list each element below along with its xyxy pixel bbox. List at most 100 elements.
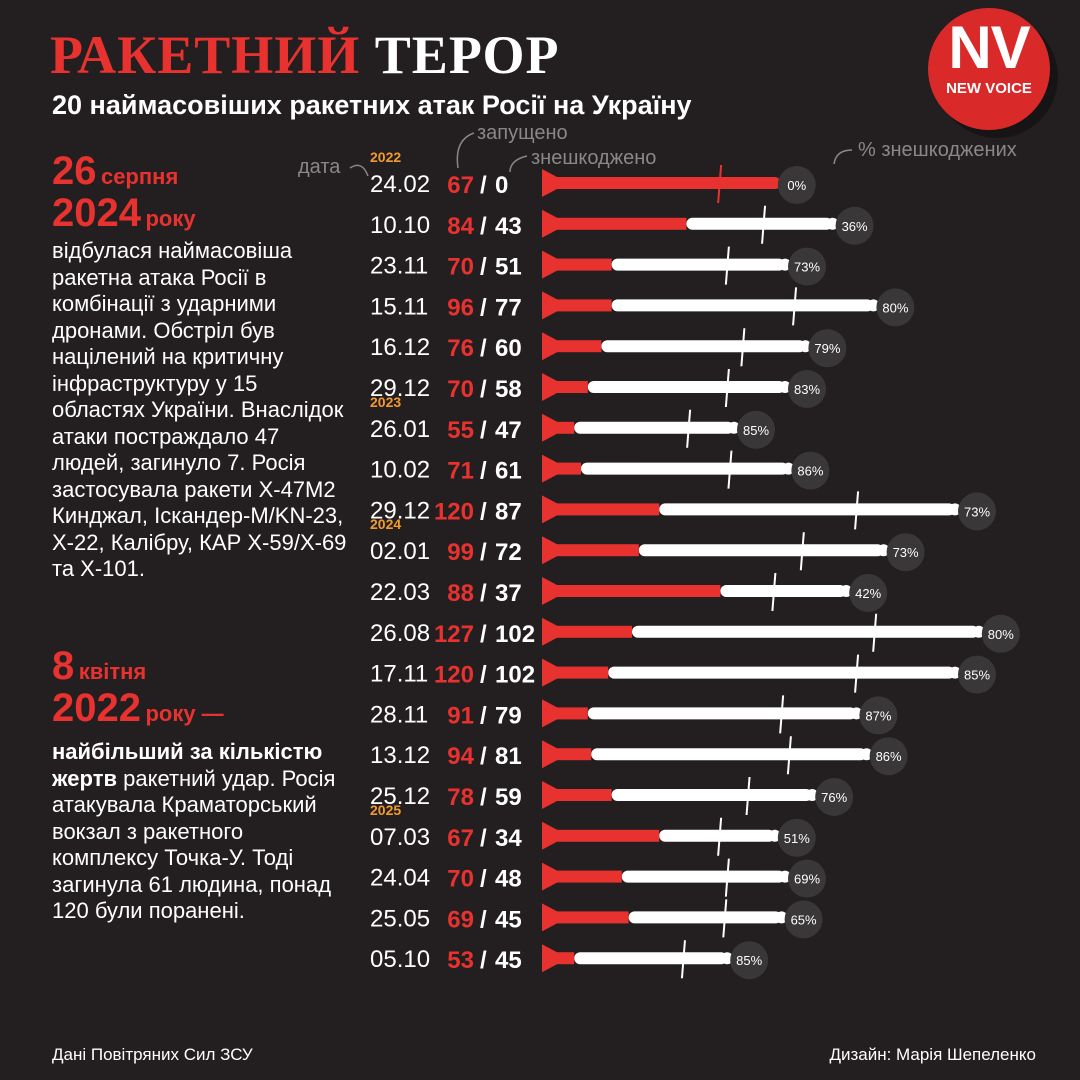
missile-wing (724, 246, 730, 285)
pct-badge (958, 492, 996, 531)
missile-nose (768, 177, 781, 189)
story-aug-2024: 26 серпня 2024 року відбулася наймасовіш… (52, 150, 352, 583)
pct-label: 36% (842, 219, 868, 234)
pct-label: 76% (821, 790, 847, 805)
bar-destroyed (587, 381, 785, 393)
row-destroyed: 45 (495, 947, 522, 974)
missile-wing (722, 899, 728, 938)
missile-tail (542, 454, 557, 483)
pct-badge (784, 900, 823, 939)
missile-wing (724, 369, 730, 407)
pct-label: 51% (784, 831, 810, 846)
row-launched: 127 (434, 621, 474, 648)
missile-wing (717, 817, 723, 856)
missile-wing (854, 491, 860, 530)
row-separator: / (480, 294, 487, 321)
pct-badge (788, 859, 826, 898)
missile-nose (779, 381, 791, 393)
missile-nose (826, 217, 839, 230)
row-launched: 94 (447, 743, 474, 770)
title-red: РАКЕТНИЙ (50, 25, 361, 85)
story2-text: найбільший за кількістю жертв ракетний у… (52, 739, 352, 925)
missile-wing (717, 165, 723, 203)
row-separator: / (480, 906, 487, 933)
bar-destroyed (574, 952, 728, 965)
story2-day: 8 (52, 644, 75, 688)
bar-launched (547, 177, 775, 189)
pct-label: 80% (988, 627, 1014, 642)
legend-date: дата (298, 156, 341, 178)
row-destroyed: 59 (495, 784, 522, 811)
missile-tail (542, 332, 557, 361)
missile-nose (775, 911, 788, 924)
missile-wing (686, 409, 692, 448)
row-launched: 99 (447, 539, 474, 566)
bar-destroyed (587, 707, 857, 720)
bar-launched (547, 748, 592, 761)
row-date: 24.02 (370, 171, 430, 198)
row-separator: / (480, 702, 487, 729)
missile-tail (542, 821, 557, 850)
pct-label: 42% (855, 586, 881, 601)
year-label: 2022 (370, 149, 401, 165)
row-destroyed: 87 (495, 498, 522, 525)
legend-percent-arrow (833, 149, 853, 165)
pct-badge (869, 737, 908, 776)
row-separator: / (480, 376, 487, 403)
row-separator: / (480, 784, 487, 811)
bar-launched (547, 217, 687, 230)
missile-wing (872, 613, 878, 652)
row-destroyed: 102 (495, 621, 535, 648)
bar-destroyed (581, 462, 789, 475)
row-destroyed: 51 (495, 254, 522, 281)
story1-year: 2024 (52, 191, 141, 235)
bar-launched (547, 381, 588, 393)
pct-label: 85% (736, 953, 762, 968)
legend-launched: запущено (477, 122, 568, 144)
pct-label: 65% (791, 912, 817, 927)
legend-percent: % знешкоджених (858, 139, 1017, 161)
row-separator: / (480, 213, 487, 240)
pct-label: 73% (893, 545, 919, 560)
missile-tail (542, 740, 557, 769)
row-destroyed: 43 (495, 213, 522, 240)
row-separator: / (480, 743, 487, 770)
pct-badge (730, 941, 769, 980)
row-date: 13.12 (370, 742, 430, 769)
missile-wing (786, 736, 792, 775)
row-launched: 69 (447, 906, 474, 933)
pct-label: 83% (794, 382, 820, 397)
bar-destroyed (601, 340, 806, 353)
bar-destroyed (659, 829, 775, 842)
data-source: Дані Повітряних Сил ЗСУ (52, 1045, 253, 1064)
row-launched: 53 (447, 947, 474, 974)
bar-launched (547, 258, 612, 271)
logo-main: NV (948, 14, 1030, 81)
row-launched: 70 (447, 376, 474, 403)
missile-wing (727, 450, 733, 489)
row-date: 26.08 (370, 620, 430, 647)
row-destroyed: 79 (495, 702, 522, 729)
pct-badge (791, 451, 830, 490)
story1-text: відбулася наймасовіша ракетна атака Росі… (52, 238, 347, 581)
pct-badge (815, 778, 854, 816)
legend-date-arrow (349, 164, 369, 177)
row-date: 25.12 (370, 783, 430, 810)
missile-nose (867, 299, 880, 312)
row-launched: 88 (447, 580, 474, 607)
row-destroyed: 34 (495, 825, 522, 852)
missile-tail (542, 944, 557, 973)
pct-badge (849, 574, 888, 612)
pct-label: 80% (882, 300, 908, 315)
missile-wing (724, 858, 730, 897)
row-separator: / (480, 335, 487, 362)
row-date: 28.11 (370, 701, 428, 728)
row-date: 25.05 (370, 905, 430, 932)
missile-nose (850, 707, 863, 720)
row-separator: / (480, 539, 487, 566)
title-white: ТЕРОР (374, 25, 560, 85)
missile-tail (542, 658, 557, 687)
pct-badge (808, 329, 847, 368)
row-date: 10.02 (370, 457, 430, 484)
